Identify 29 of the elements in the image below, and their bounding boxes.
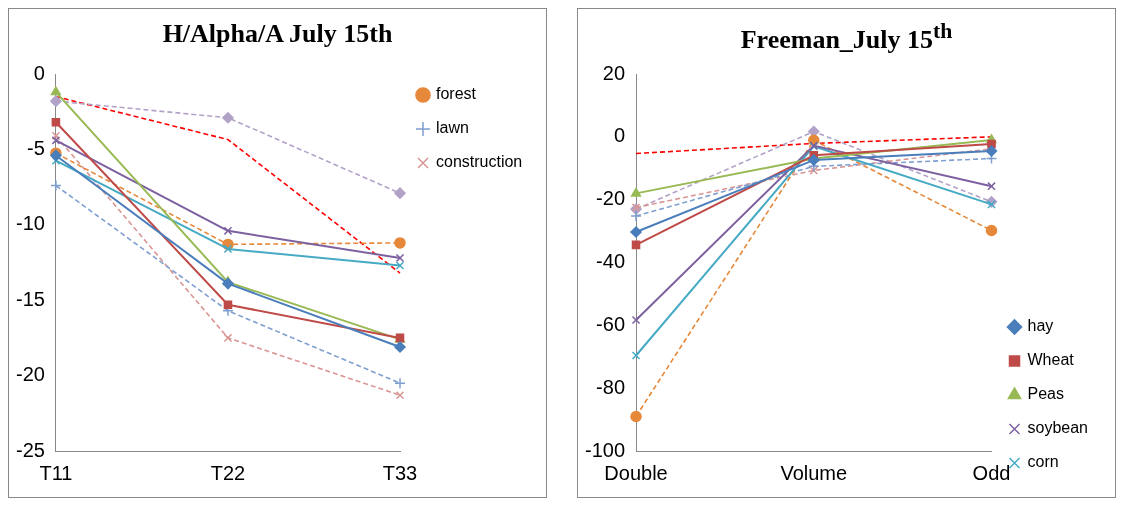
x-tick-label: Double xyxy=(604,461,668,484)
legend-label: forest xyxy=(436,85,477,103)
y-tick-label: -20 xyxy=(596,187,626,210)
y-tick-label: -80 xyxy=(596,375,626,398)
x-tick-label: T11 xyxy=(39,461,73,484)
legend-label: soybean xyxy=(1027,419,1089,437)
legend-label: lawn xyxy=(436,119,469,137)
y-tick-label: -10 xyxy=(16,212,45,235)
y-tick-label: 0 xyxy=(613,124,626,147)
y-tick-label: -5 xyxy=(27,136,45,159)
chart-title: H/Alpha/A July 15th xyxy=(161,18,394,50)
y-tick-label: 0 xyxy=(33,61,45,84)
y-tick-label: -40 xyxy=(596,250,626,273)
y-tick-label: 20 xyxy=(602,61,626,84)
legend-label: construction xyxy=(436,153,523,171)
legend-label: corn xyxy=(1027,453,1059,471)
legend-label: Peas xyxy=(1027,385,1064,403)
y-tick-label: -25 xyxy=(16,438,45,461)
chart-title: Freeman_July 15$^{th}$ xyxy=(739,18,954,56)
x-tick-label: Volume xyxy=(780,461,848,484)
x-tick-label: Odd xyxy=(972,461,1011,484)
legend-label: Wheat xyxy=(1027,351,1075,369)
x-tick-label: T22 xyxy=(210,461,246,484)
y-tick-label: -100 xyxy=(585,438,626,461)
legend-label: hay xyxy=(1027,317,1054,335)
y-tick-label: -15 xyxy=(16,287,45,310)
x-tick-label: T33 xyxy=(382,461,418,484)
y-tick-label: -60 xyxy=(596,312,626,335)
y-tick-label: -20 xyxy=(16,363,45,386)
